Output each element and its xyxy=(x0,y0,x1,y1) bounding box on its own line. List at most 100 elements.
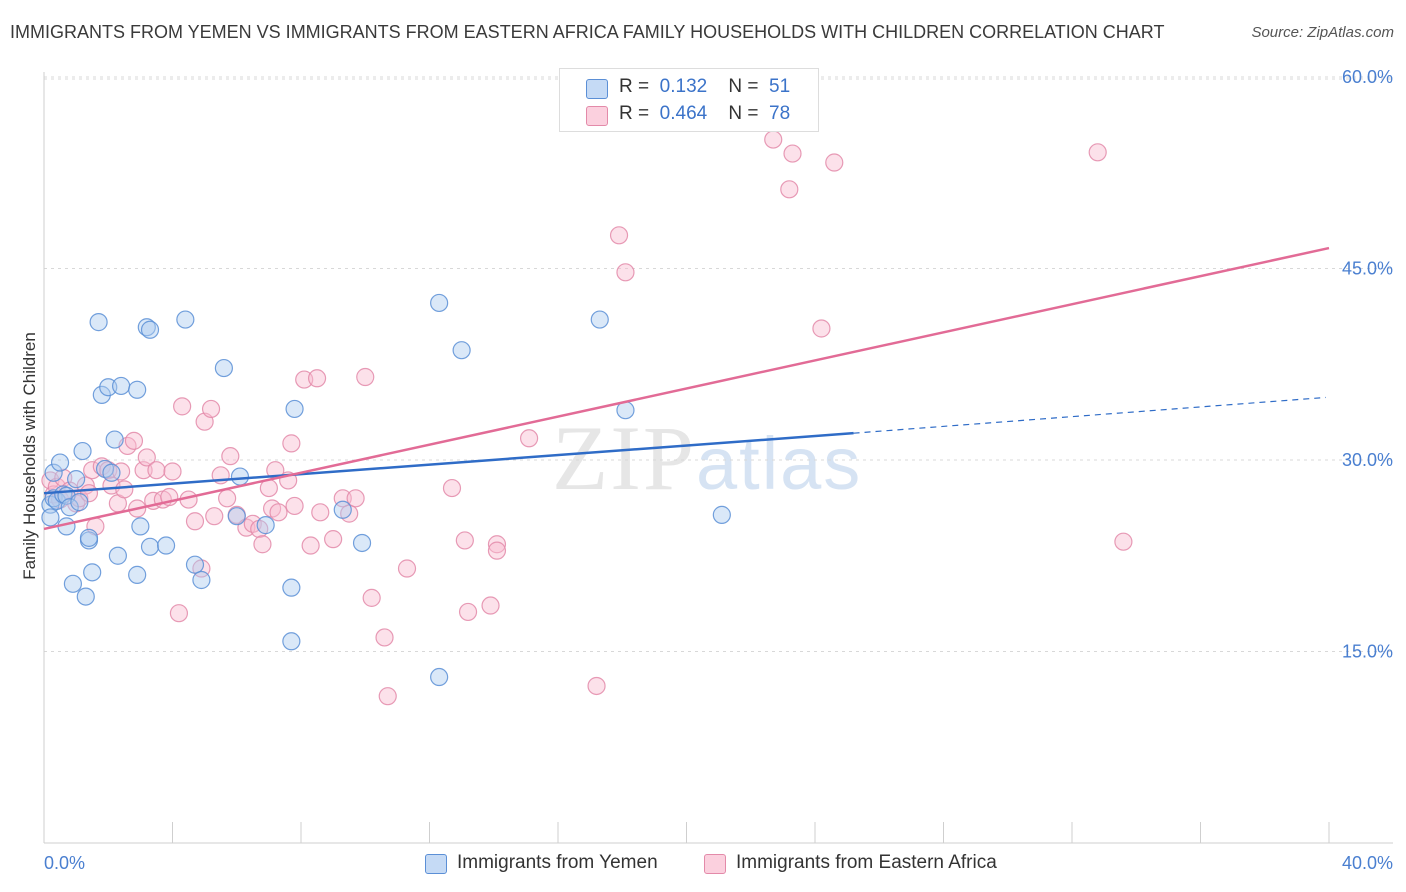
data-point-yemen xyxy=(50,453,70,472)
data-point-yemen xyxy=(44,463,63,482)
data-point-eastern-africa xyxy=(147,461,166,480)
data-point-eastern-africa xyxy=(481,596,500,615)
data-point-yemen xyxy=(227,507,246,526)
data-point-yemen xyxy=(79,528,99,547)
legend-text-yemen: R = 0.132 N = 51 xyxy=(619,76,790,98)
data-point-yemen xyxy=(73,441,92,461)
data-point-yemen xyxy=(712,505,731,524)
data-point-eastern-africa xyxy=(307,369,327,388)
x-ticks xyxy=(43,822,1330,843)
data-point-eastern-africa xyxy=(221,447,240,466)
data-point-eastern-africa xyxy=(487,541,507,560)
data-point-yemen xyxy=(192,570,211,590)
data-point-yemen xyxy=(430,667,449,687)
data-point-yemen xyxy=(333,500,352,519)
data-point-eastern-africa xyxy=(169,604,189,623)
data-point-eastern-africa xyxy=(397,559,417,578)
data-point-yemen xyxy=(105,430,124,449)
data-point-eastern-africa xyxy=(378,687,397,706)
y-tick-label: 15.0% xyxy=(1342,641,1393,661)
data-point-yemen xyxy=(282,632,301,651)
data-point-yemen xyxy=(70,493,89,512)
data-point-eastern-africa xyxy=(269,503,288,522)
data-point-eastern-africa xyxy=(609,226,629,245)
chart-source: Source: ZipAtlas.com xyxy=(1251,24,1394,41)
trend-line-yemen xyxy=(43,431,854,495)
watermark-zip: ZIP xyxy=(552,407,696,509)
data-point-yemen xyxy=(102,463,121,482)
series-eastern-africa xyxy=(41,130,1133,706)
chart-title: IMMIGRANTS FROM YEMEN VS IMMIGRANTS FROM… xyxy=(10,22,1165,42)
data-point-yemen xyxy=(128,380,147,399)
legend-r-value: 0.132 xyxy=(659,76,708,97)
legend-r-value: 0.464 xyxy=(659,103,708,124)
data-point-yemen xyxy=(140,320,160,339)
trend-line-eastern-africa xyxy=(43,246,1330,531)
data-point-eastern-africa xyxy=(301,536,320,555)
bottom-legend-label-eastern-africa: Immigrants from Eastern Africa xyxy=(736,852,997,873)
data-point-yemen xyxy=(285,399,304,419)
data-point-eastern-africa xyxy=(587,676,606,696)
data-point-eastern-africa xyxy=(201,399,221,419)
y-tick-label: 30.0% xyxy=(1342,450,1393,470)
trend-lines xyxy=(43,246,1330,531)
legend-n-label: N = xyxy=(728,103,759,124)
data-point-yemen xyxy=(111,376,131,396)
data-point-yemen xyxy=(214,358,233,378)
data-point-yemen xyxy=(128,565,147,584)
data-point-eastern-africa xyxy=(487,535,507,554)
data-point-eastern-africa xyxy=(455,531,474,550)
data-point-eastern-africa xyxy=(205,507,224,526)
data-point-yemen xyxy=(590,310,609,329)
bottom-legend-swatch-eastern-africa xyxy=(704,854,726,874)
data-point-eastern-africa xyxy=(783,144,802,163)
legend-r-label: R = xyxy=(619,76,650,97)
data-point-eastern-africa xyxy=(124,431,144,450)
legend-swatch-eastern-africa xyxy=(586,106,608,126)
data-point-eastern-africa xyxy=(825,153,844,172)
data-point-eastern-africa xyxy=(764,130,783,149)
data-point-eastern-africa xyxy=(519,429,539,448)
legend-n-value: 78 xyxy=(769,103,791,124)
data-point-eastern-africa xyxy=(137,448,156,467)
data-point-eastern-africa xyxy=(780,180,799,199)
data-point-yemen xyxy=(430,293,449,313)
data-point-yemen xyxy=(352,533,372,553)
legend-r-label: R = xyxy=(619,103,650,124)
legend-text-eastern-africa: R = 0.464 N = 78 xyxy=(619,103,790,125)
data-point-yemen xyxy=(108,546,127,565)
data-point-eastern-africa xyxy=(218,489,237,508)
data-point-yemen xyxy=(60,498,79,517)
data-point-yemen xyxy=(452,341,471,360)
data-point-yemen xyxy=(140,537,160,556)
data-point-eastern-africa xyxy=(311,503,330,522)
data-point-eastern-africa xyxy=(1114,532,1133,551)
data-point-eastern-africa xyxy=(163,462,182,481)
bottom-legend-label-yemen: Immigrants from Yemen xyxy=(457,852,658,873)
grid-lines xyxy=(44,76,1393,652)
data-point-yemen xyxy=(156,536,176,555)
data-point-yemen xyxy=(256,516,275,535)
y-axis-label: Family Households with Children xyxy=(20,332,39,580)
x-tick-labels: 0.0% 40.0% xyxy=(44,853,1393,873)
data-point-eastern-africa xyxy=(356,367,375,387)
y-tick-labels: 15.0% 30.0% 45.0% 60.0% xyxy=(1342,67,1393,662)
data-point-eastern-africa xyxy=(185,512,205,531)
data-point-eastern-africa xyxy=(324,530,343,549)
bottom-legend-swatch-yemen xyxy=(425,854,447,874)
data-point-eastern-africa xyxy=(812,319,831,338)
series-yemen xyxy=(41,293,731,687)
data-point-eastern-africa xyxy=(173,397,192,416)
data-point-yemen xyxy=(185,555,205,574)
data-point-yemen xyxy=(89,313,108,332)
legend-n-value: 51 xyxy=(769,76,791,97)
legend-swatch-yemen xyxy=(586,79,608,99)
y-tick-label: 60.0% xyxy=(1342,67,1393,87)
data-point-eastern-africa xyxy=(375,628,394,647)
data-point-eastern-africa xyxy=(253,535,272,554)
data-point-yemen xyxy=(76,587,95,606)
data-point-eastern-africa xyxy=(346,489,365,508)
data-point-yemen xyxy=(63,574,83,593)
data-point-eastern-africa xyxy=(362,588,381,607)
data-point-yemen xyxy=(131,517,150,536)
